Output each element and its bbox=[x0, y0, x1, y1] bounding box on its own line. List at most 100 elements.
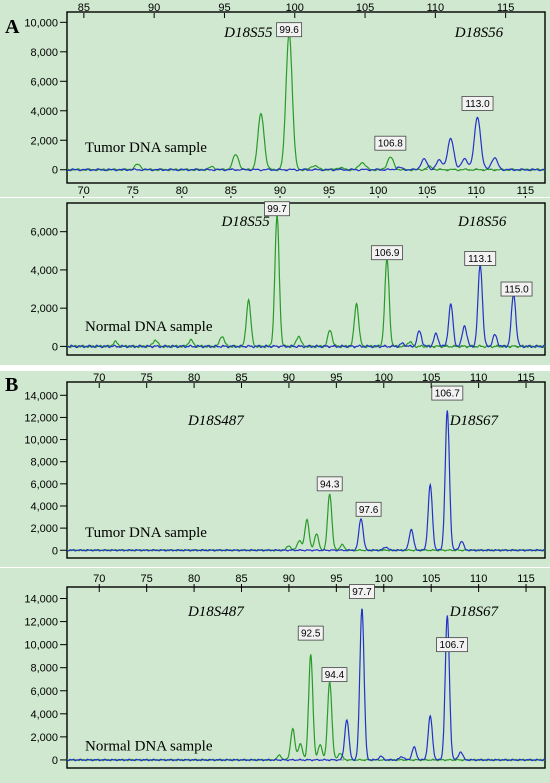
x-tick-label: 75 bbox=[141, 372, 153, 384]
peak-label: 97.6 bbox=[359, 505, 379, 516]
y-tick-label: 4,000 bbox=[30, 709, 58, 721]
y-tick-label: 6,000 bbox=[30, 76, 58, 88]
x-tick-label: 80 bbox=[188, 372, 200, 384]
y-tick-label: 2,000 bbox=[30, 732, 58, 744]
plot-frame bbox=[66, 11, 546, 184]
y-tick-label: 14,000 bbox=[24, 594, 58, 606]
series-trace-2 bbox=[66, 264, 546, 349]
x-tick-label: 115 bbox=[517, 573, 535, 585]
panel-background bbox=[0, 371, 550, 567]
y-tick-label: 4,000 bbox=[30, 106, 58, 118]
plot-frame bbox=[66, 381, 546, 559]
x-tick-label: 80 bbox=[176, 185, 188, 197]
panel-b-label: B bbox=[5, 374, 18, 396]
y-tick-label: 12,000 bbox=[24, 412, 58, 424]
x-tick-label: 95 bbox=[330, 372, 342, 384]
peak-label-box bbox=[436, 637, 468, 653]
sample-label: Normal DNA sample bbox=[85, 319, 213, 335]
x-tick-label: 100 bbox=[286, 2, 304, 14]
peak-label-box bbox=[374, 135, 407, 151]
y-tick-label: 8,000 bbox=[30, 457, 58, 469]
sample-label: Normal DNA sample bbox=[85, 739, 213, 755]
locus-label: D18S56 bbox=[454, 25, 504, 41]
peak-label: 106.7 bbox=[440, 640, 465, 651]
peak-label: 113.0 bbox=[465, 99, 490, 110]
peak-label-box bbox=[355, 501, 382, 517]
peak-label-box bbox=[349, 584, 375, 600]
series-trace-2 bbox=[66, 410, 546, 552]
y-tick-label: 2,000 bbox=[30, 135, 58, 147]
x-tick-label: 100 bbox=[375, 372, 393, 384]
peak-label-box bbox=[321, 667, 348, 683]
chart-panel-4: 70 75 80 85 90 95 100 105 110 115 0 2,000 4,000 6,000… bbox=[0, 568, 550, 783]
x-tick-label: 115 bbox=[517, 185, 535, 197]
y-tick-label: 8,000 bbox=[30, 47, 58, 59]
x-tick-label: 105 bbox=[356, 2, 374, 14]
y-tick-label: 0 bbox=[52, 755, 58, 767]
y-tick-label: 2,000 bbox=[30, 303, 58, 315]
x-tick-label: 115 bbox=[497, 2, 515, 14]
peak-label: 99.7 bbox=[267, 204, 287, 215]
locus-label: D18S55 bbox=[220, 214, 270, 230]
series-trace-2 bbox=[66, 608, 546, 762]
x-tick-label: 70 bbox=[93, 573, 105, 585]
x-tick-label: 110 bbox=[468, 185, 486, 197]
x-tick-label: 75 bbox=[127, 185, 139, 197]
x-tick-label: 85 bbox=[78, 2, 90, 14]
x-tick-label: 90 bbox=[148, 2, 160, 14]
peak-label-box bbox=[461, 95, 494, 111]
locus-label: D18S55 bbox=[223, 25, 273, 41]
panel-a-label: A bbox=[5, 16, 20, 38]
plot-frame bbox=[66, 202, 546, 356]
x-tick-label: 80 bbox=[188, 573, 200, 585]
y-tick-label: 2,000 bbox=[30, 523, 58, 535]
x-tick-label: 105 bbox=[422, 372, 440, 384]
x-tick-label: 85 bbox=[235, 372, 247, 384]
x-tick-label: 110 bbox=[427, 2, 445, 14]
chart-panel-3: 70 75 80 85 90 95 100 105 110 115 0 2,000 4,000 6,000… bbox=[0, 371, 550, 567]
peak-label-box bbox=[371, 245, 403, 261]
locus-label: D18S67 bbox=[449, 413, 500, 429]
x-tick-label: 90 bbox=[283, 573, 295, 585]
peak-label: 113.1 bbox=[468, 254, 493, 265]
x-tick-label: 70 bbox=[78, 185, 90, 197]
peak-label: 97.7 bbox=[352, 587, 372, 598]
sample-label: Tumor DNA sample bbox=[85, 140, 207, 156]
sample-label: Tumor DNA sample bbox=[85, 525, 207, 541]
x-tick-label: 90 bbox=[283, 372, 295, 384]
x-tick-label: 110 bbox=[470, 573, 488, 585]
peak-label-box bbox=[276, 22, 303, 38]
peak-label: 106.8 bbox=[378, 139, 403, 150]
y-tick-label: 4,000 bbox=[30, 265, 58, 277]
y-tick-label: 8,000 bbox=[30, 663, 58, 675]
y-tick-label: 0 bbox=[52, 545, 58, 557]
chart-panel-2: 70 75 80 85 90 95 100 105 110 115 0 2,000 4,000 6,000… bbox=[0, 185, 550, 365]
panel-divider bbox=[0, 366, 550, 371]
peak-label-box bbox=[464, 251, 497, 266]
locus-label: D18S56 bbox=[457, 214, 507, 230]
y-tick-label: 0 bbox=[52, 165, 58, 177]
peak-label: 106.9 bbox=[374, 248, 399, 259]
chart-panel-1: 85 90 95 100 105 110 115 0 2,000 4,000 6,000 8,000 1… bbox=[0, 0, 550, 197]
x-tick-label: 95 bbox=[218, 2, 230, 14]
x-tick-label: 110 bbox=[470, 372, 488, 384]
x-tick-label: 75 bbox=[141, 573, 153, 585]
locus-label: D18S487 bbox=[187, 413, 245, 429]
peak-label-box bbox=[297, 625, 324, 641]
peak-label-box bbox=[316, 476, 343, 492]
plot-frame bbox=[66, 586, 546, 769]
peak-label-box bbox=[431, 385, 464, 401]
peak-label: 99.6 bbox=[279, 25, 299, 36]
y-tick-label: 12,000 bbox=[24, 617, 58, 629]
x-tick-label: 70 bbox=[93, 372, 105, 384]
x-tick-label: 95 bbox=[330, 573, 342, 585]
y-tick-label: 14,000 bbox=[24, 390, 58, 402]
x-tick-label: 85 bbox=[235, 573, 247, 585]
x-tick-label: 90 bbox=[274, 185, 286, 197]
locus-label: D18S67 bbox=[449, 604, 500, 620]
y-tick-label: 10,000 bbox=[24, 435, 58, 447]
y-tick-label: 10,000 bbox=[24, 17, 58, 29]
x-tick-label: 115 bbox=[517, 372, 535, 384]
panel-background bbox=[0, 568, 550, 783]
